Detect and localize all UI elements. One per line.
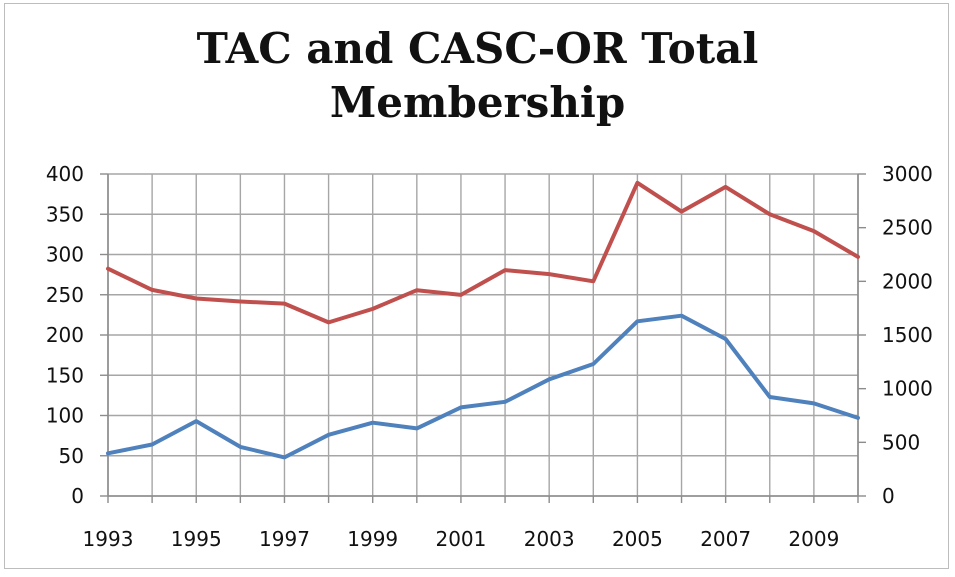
left-tick-label: 400 bbox=[46, 162, 84, 186]
left-tick-label: 50 bbox=[59, 444, 84, 468]
x-tick-label: 1997 bbox=[259, 527, 310, 551]
x-axis-ticks: 1993 1995 1997 1999 2001 2003 2005 2007 2009 bbox=[83, 496, 859, 551]
right-tick-label: 2000 bbox=[882, 269, 933, 293]
x-tick-label: 1993 bbox=[83, 527, 134, 551]
left-tick-label: 350 bbox=[46, 202, 84, 226]
series-layer bbox=[106, 180, 860, 460]
x-tick-label: 2003 bbox=[524, 527, 575, 551]
left-tick-label: 200 bbox=[46, 323, 84, 347]
chart-title-line-2: Membership bbox=[329, 78, 626, 127]
series-line-blue bbox=[106, 313, 860, 460]
left-tick-label: 150 bbox=[46, 363, 84, 387]
left-y-axis-ticks: 0 50 100 150 200 250 300 350 400 bbox=[46, 162, 108, 508]
grid-lines bbox=[107, 173, 859, 497]
chart-title: TAC and CASC-OR Total Membership bbox=[0, 22, 955, 130]
x-tick-label: 2009 bbox=[788, 527, 839, 551]
right-tick-label: 3000 bbox=[882, 162, 933, 186]
right-tick-label: 2500 bbox=[882, 216, 933, 240]
series-line-red bbox=[106, 180, 860, 325]
left-tick-label: 250 bbox=[46, 283, 84, 307]
left-tick-label: 100 bbox=[46, 404, 84, 428]
x-tick-label: 2001 bbox=[435, 527, 486, 551]
right-tick-label: 1500 bbox=[882, 323, 933, 347]
left-tick-label: 300 bbox=[46, 243, 84, 267]
right-tick-label: 500 bbox=[882, 430, 920, 454]
right-y-axis-ticks: 0 500 1000 1500 2000 2500 3000 bbox=[858, 162, 933, 508]
chart-title-line-1: TAC and CASC-OR Total bbox=[196, 24, 759, 73]
right-tick-label: 0 bbox=[882, 484, 895, 508]
x-tick-label: 2007 bbox=[700, 527, 751, 551]
x-tick-label: 1995 bbox=[171, 527, 222, 551]
x-tick-label: 2005 bbox=[612, 527, 663, 551]
left-tick-label: 0 bbox=[71, 484, 84, 508]
x-tick-label: 1999 bbox=[347, 527, 398, 551]
right-tick-label: 1000 bbox=[882, 377, 933, 401]
